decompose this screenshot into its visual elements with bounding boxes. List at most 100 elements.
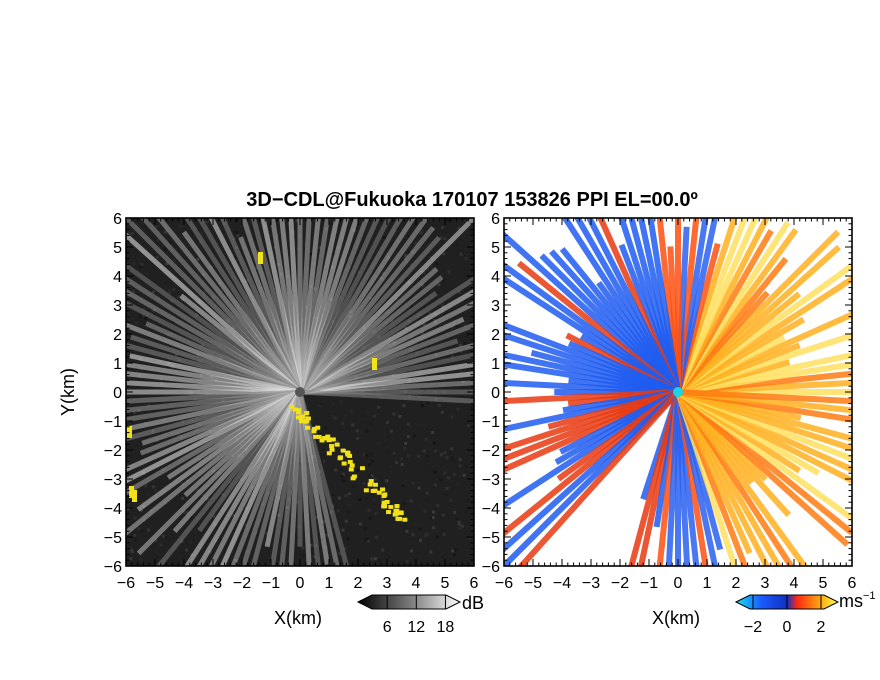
reflectivity-noise-pixel (183, 290, 187, 294)
reflectivity-noise-pixel (339, 400, 343, 404)
reflectivity-noise-pixel (311, 420, 315, 424)
reflectivity-noise-pixel (458, 464, 462, 468)
reflectivity-noise-pixel (363, 527, 367, 531)
reflectivity-noise-pixel (335, 545, 339, 549)
reflectivity-noise-pixel (409, 499, 413, 503)
reflectivity-noise-pixel (432, 510, 436, 514)
x-tick-label: 6 (470, 575, 479, 592)
reflectivity-ray (279, 391, 303, 566)
reflectivity-noise-pixel (371, 498, 375, 502)
reflectivity-noise-pixel (404, 254, 408, 258)
reflectivity-noise-pixel (441, 225, 445, 229)
reflectivity-noise-pixel (469, 284, 473, 288)
y-tick-label: −1 (104, 414, 122, 431)
reflectivity-ray (299, 342, 474, 395)
reflectivity-highlight-pixel (289, 404, 295, 409)
reflectivity-noise-pixel (365, 453, 369, 457)
velocity-colorbar-unit: ms−1 (839, 590, 876, 611)
reflectivity-noise-pixel (370, 474, 374, 478)
reflectivity-noise-pixel (175, 520, 179, 524)
reflectivity-noise-pixel (456, 252, 460, 256)
reflectivity-noise-pixel (462, 473, 466, 477)
reflectivity-noise-pixel (313, 501, 317, 505)
x-tick-label: −5 (146, 575, 164, 592)
reflectivity-noise-pixel (460, 350, 464, 354)
reflectivity-noise-pixel (347, 492, 351, 496)
reflectivity-noise-pixel (458, 526, 462, 530)
reflectivity-noise-pixel (401, 484, 405, 488)
reflectivity-noise-pixel (441, 278, 445, 282)
reflectivity-noise-pixel (402, 404, 406, 408)
reflectivity-highlight-pixel (372, 358, 377, 370)
reflectivity-noise-pixel (185, 245, 189, 249)
reflectivity-highlight-pixel (329, 447, 335, 452)
reflectivity-noise-pixel (182, 510, 186, 514)
reflectivity-noise-pixel (420, 331, 424, 335)
reflectivity-noise-pixel (140, 508, 144, 512)
reflectivity-noise-pixel (378, 559, 382, 563)
reflectivity-noise-pixel (442, 252, 446, 256)
reflectivity-ray (126, 231, 302, 394)
reflectivity-highlight-pixel (312, 426, 318, 431)
x-tick-label: 5 (819, 575, 828, 592)
reflectivity-noise-pixel (460, 524, 464, 528)
x-tick-label: −4 (175, 575, 193, 592)
reflectivity-noise-pixel (411, 533, 415, 537)
reflectivity-noise-pixel (185, 548, 189, 552)
reflectivity-noise-pixel (255, 266, 259, 270)
reflectivity-noise-pixel (453, 510, 457, 514)
reflectivity-noise-pixel (407, 251, 411, 255)
reflectivity-noise-pixel (133, 533, 137, 537)
reflectivity-highlight-pixel (292, 407, 298, 412)
reflectivity-noise-pixel (346, 537, 350, 541)
reflectivity-noise-pixel (228, 480, 232, 484)
reflectivity-noise-pixel (373, 557, 377, 561)
x-tick-label: 2 (354, 575, 363, 592)
reflectivity-noise-pixel (178, 224, 182, 228)
reflectivity-noise-pixel (365, 429, 369, 433)
reflectivity-noise-pixel (451, 355, 455, 359)
reflectivity-noise-pixel (168, 240, 172, 244)
reflectivity-noise-pixel (333, 416, 337, 420)
reflectivity-noise-pixel (331, 279, 335, 283)
reflectivity-noise-pixel (208, 523, 212, 527)
reflectivity-noise-pixel (390, 319, 394, 323)
reflectivity-noise-pixel (465, 333, 469, 337)
reflectivity-noise-pixel (176, 531, 180, 535)
reflectivity-noise-pixel (431, 516, 435, 520)
reflectivity-highlight-pixel (380, 487, 386, 492)
x-tick-label: 3 (383, 575, 392, 592)
reflectivity-noise-pixel (365, 537, 369, 541)
reflectivity-noise-pixel (389, 429, 393, 433)
reflectivity-noise-pixel (346, 510, 350, 514)
reflectivity-noise-pixel (425, 267, 429, 271)
reflectivity-noise-pixel (426, 548, 430, 552)
reflectivity-noise-pixel (470, 230, 474, 234)
reflectivity-noise-pixel (364, 497, 368, 501)
reflectivity-noise-pixel (341, 472, 345, 476)
reflectivity-noise-pixel (331, 403, 335, 407)
reflectivity-noise-pixel (419, 541, 423, 545)
reflectivity-noise-pixel (151, 290, 155, 294)
reflectivity-noise-pixel (222, 291, 226, 295)
reflectivity-noise-pixel (130, 232, 134, 236)
reflectivity-ray (126, 276, 302, 395)
reflectivity-highlight-pixel (382, 504, 388, 509)
reflectivity-noise-pixel (265, 532, 269, 536)
reflectivity-noise-pixel (307, 396, 311, 400)
reflectivity-noise-pixel (166, 365, 170, 369)
reflectivity-highlight-pixel (398, 510, 404, 515)
reflectivity-noise-pixel (385, 420, 389, 424)
reflectivity-noise-pixel (147, 493, 151, 497)
reflectivity-ray (299, 322, 474, 395)
reflectivity-noise-pixel (164, 535, 168, 539)
reflectivity-noise-pixel (431, 470, 435, 474)
reflectivity-noise-pixel (469, 255, 473, 259)
colorbar-tick-label: 18 (437, 619, 455, 636)
reflectivity-noise-pixel (400, 463, 404, 467)
reflectivity-noise-pixel (370, 557, 374, 561)
reflectivity-highlight-pixel (329, 444, 335, 449)
reflectivity-noise-pixel (139, 315, 143, 319)
velocity-colorbar-unit-base: ms (839, 591, 863, 611)
reflectivity-noise-pixel (374, 535, 378, 539)
